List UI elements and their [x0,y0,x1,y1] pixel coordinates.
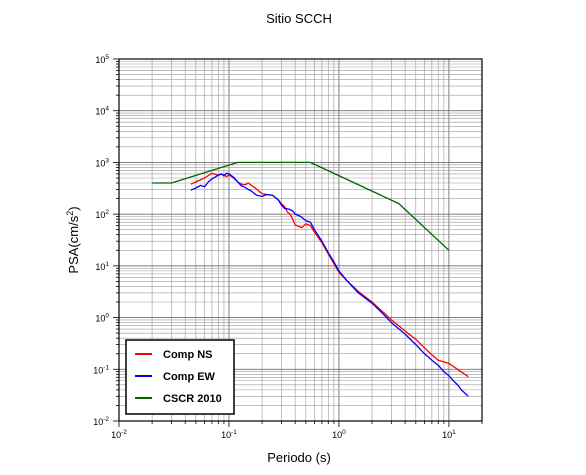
axis-ticks [113,58,483,427]
y-tick-label-exp: 3 [105,157,109,164]
y-tick-label-exp: 5 [105,54,109,61]
y-tick-label-base: 10 [93,417,103,427]
y-tick-label: 104 [95,106,109,117]
y-tick-label-base: 10 [93,365,103,375]
x-tick-label: 100 [332,429,346,440]
x-tick-label: 101 [442,429,456,440]
x-tick-label-base: 10 [442,430,452,440]
y-tick-label: 100 [95,313,109,324]
chart-title: Sitio SCCH [266,11,332,26]
legend: Comp NS Comp EW CSCR 2010 [125,339,235,415]
legend-label-comp-ew: Comp EW [163,371,216,383]
y-axis-title-sup: 2 [65,211,75,216]
y-axis-title: PSA(cm/s2) [65,206,81,273]
y-tick-label: 10-1 [93,364,109,375]
y-tick-label-exp: 2 [105,209,109,216]
x-tick-label: 10-1 [221,429,237,440]
series-line-cscr-2010 [152,161,450,251]
x-tick-labels: 10-2 10-1 100 101 [111,429,456,440]
y-tick-label-base: 10 [95,210,105,220]
x-tick-label-exp: -1 [231,429,237,436]
y-tick-label-exp: 1 [105,261,109,268]
x-tick-label-base: 10 [221,430,231,440]
y-tick-label-base: 10 [95,55,105,65]
y-tick-label-exp: -2 [103,416,109,423]
series-layer [152,161,469,397]
y-tick-label-base: 10 [95,262,105,272]
y-tick-label-exp: 0 [105,313,109,320]
y-tick-label: 102 [95,209,109,220]
y-tick-label-exp: 4 [105,106,109,113]
y-tick-label-exp: -1 [103,364,109,371]
x-tick-label-exp: 0 [342,429,346,436]
legend-label-comp-ns: Comp NS [163,349,213,361]
x-axis-title: Periodo (s) [267,450,331,465]
y-tick-label: 105 [95,54,109,65]
x-tick-label: 10-2 [111,429,127,440]
x-tick-label-base: 10 [332,430,342,440]
legend-label-cscr-2010: CSCR 2010 [163,393,222,405]
y-axis-title-end: ) [66,206,81,210]
y-tick-label-base: 10 [95,107,105,117]
y-tick-label-base: 10 [95,314,105,324]
y-tick-label-base: 10 [95,158,105,168]
y-tick-label: 103 [95,157,109,168]
x-tick-label-exp: 1 [452,429,456,436]
y-axis-title-main: PSA(cm/s [66,215,81,273]
plot-frame [118,58,483,422]
series-line-comp-ew [190,172,469,397]
x-tick-label-base: 10 [111,430,121,440]
y-tick-label: 10-2 [93,416,109,427]
y-tick-label: 101 [95,261,109,272]
x-tick-label-exp: -2 [121,429,127,436]
